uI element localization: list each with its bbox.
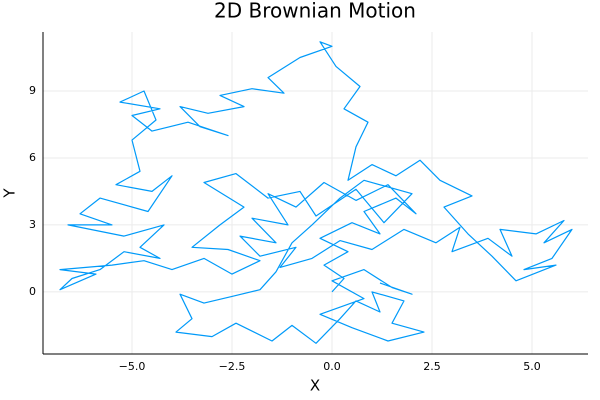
x-tick-label: 5.0 xyxy=(523,360,541,373)
y-tick-label: 6 xyxy=(29,151,36,164)
x-axis-label: X xyxy=(310,377,320,395)
y-tick-label: 0 xyxy=(29,285,36,298)
x-tick-label: −5.0 xyxy=(119,360,146,373)
y-tick-label: 9 xyxy=(29,84,36,97)
y-axis-label: Y xyxy=(1,188,19,199)
x-tick-label: −2.5 xyxy=(219,360,246,373)
x-tick-label: 0.0 xyxy=(323,360,341,373)
y-tick-label: 3 xyxy=(29,218,36,231)
chart-title: 2D Brownian Motion xyxy=(214,0,416,23)
walk-line xyxy=(59,41,573,344)
x-tick-label: 2.5 xyxy=(423,360,441,373)
